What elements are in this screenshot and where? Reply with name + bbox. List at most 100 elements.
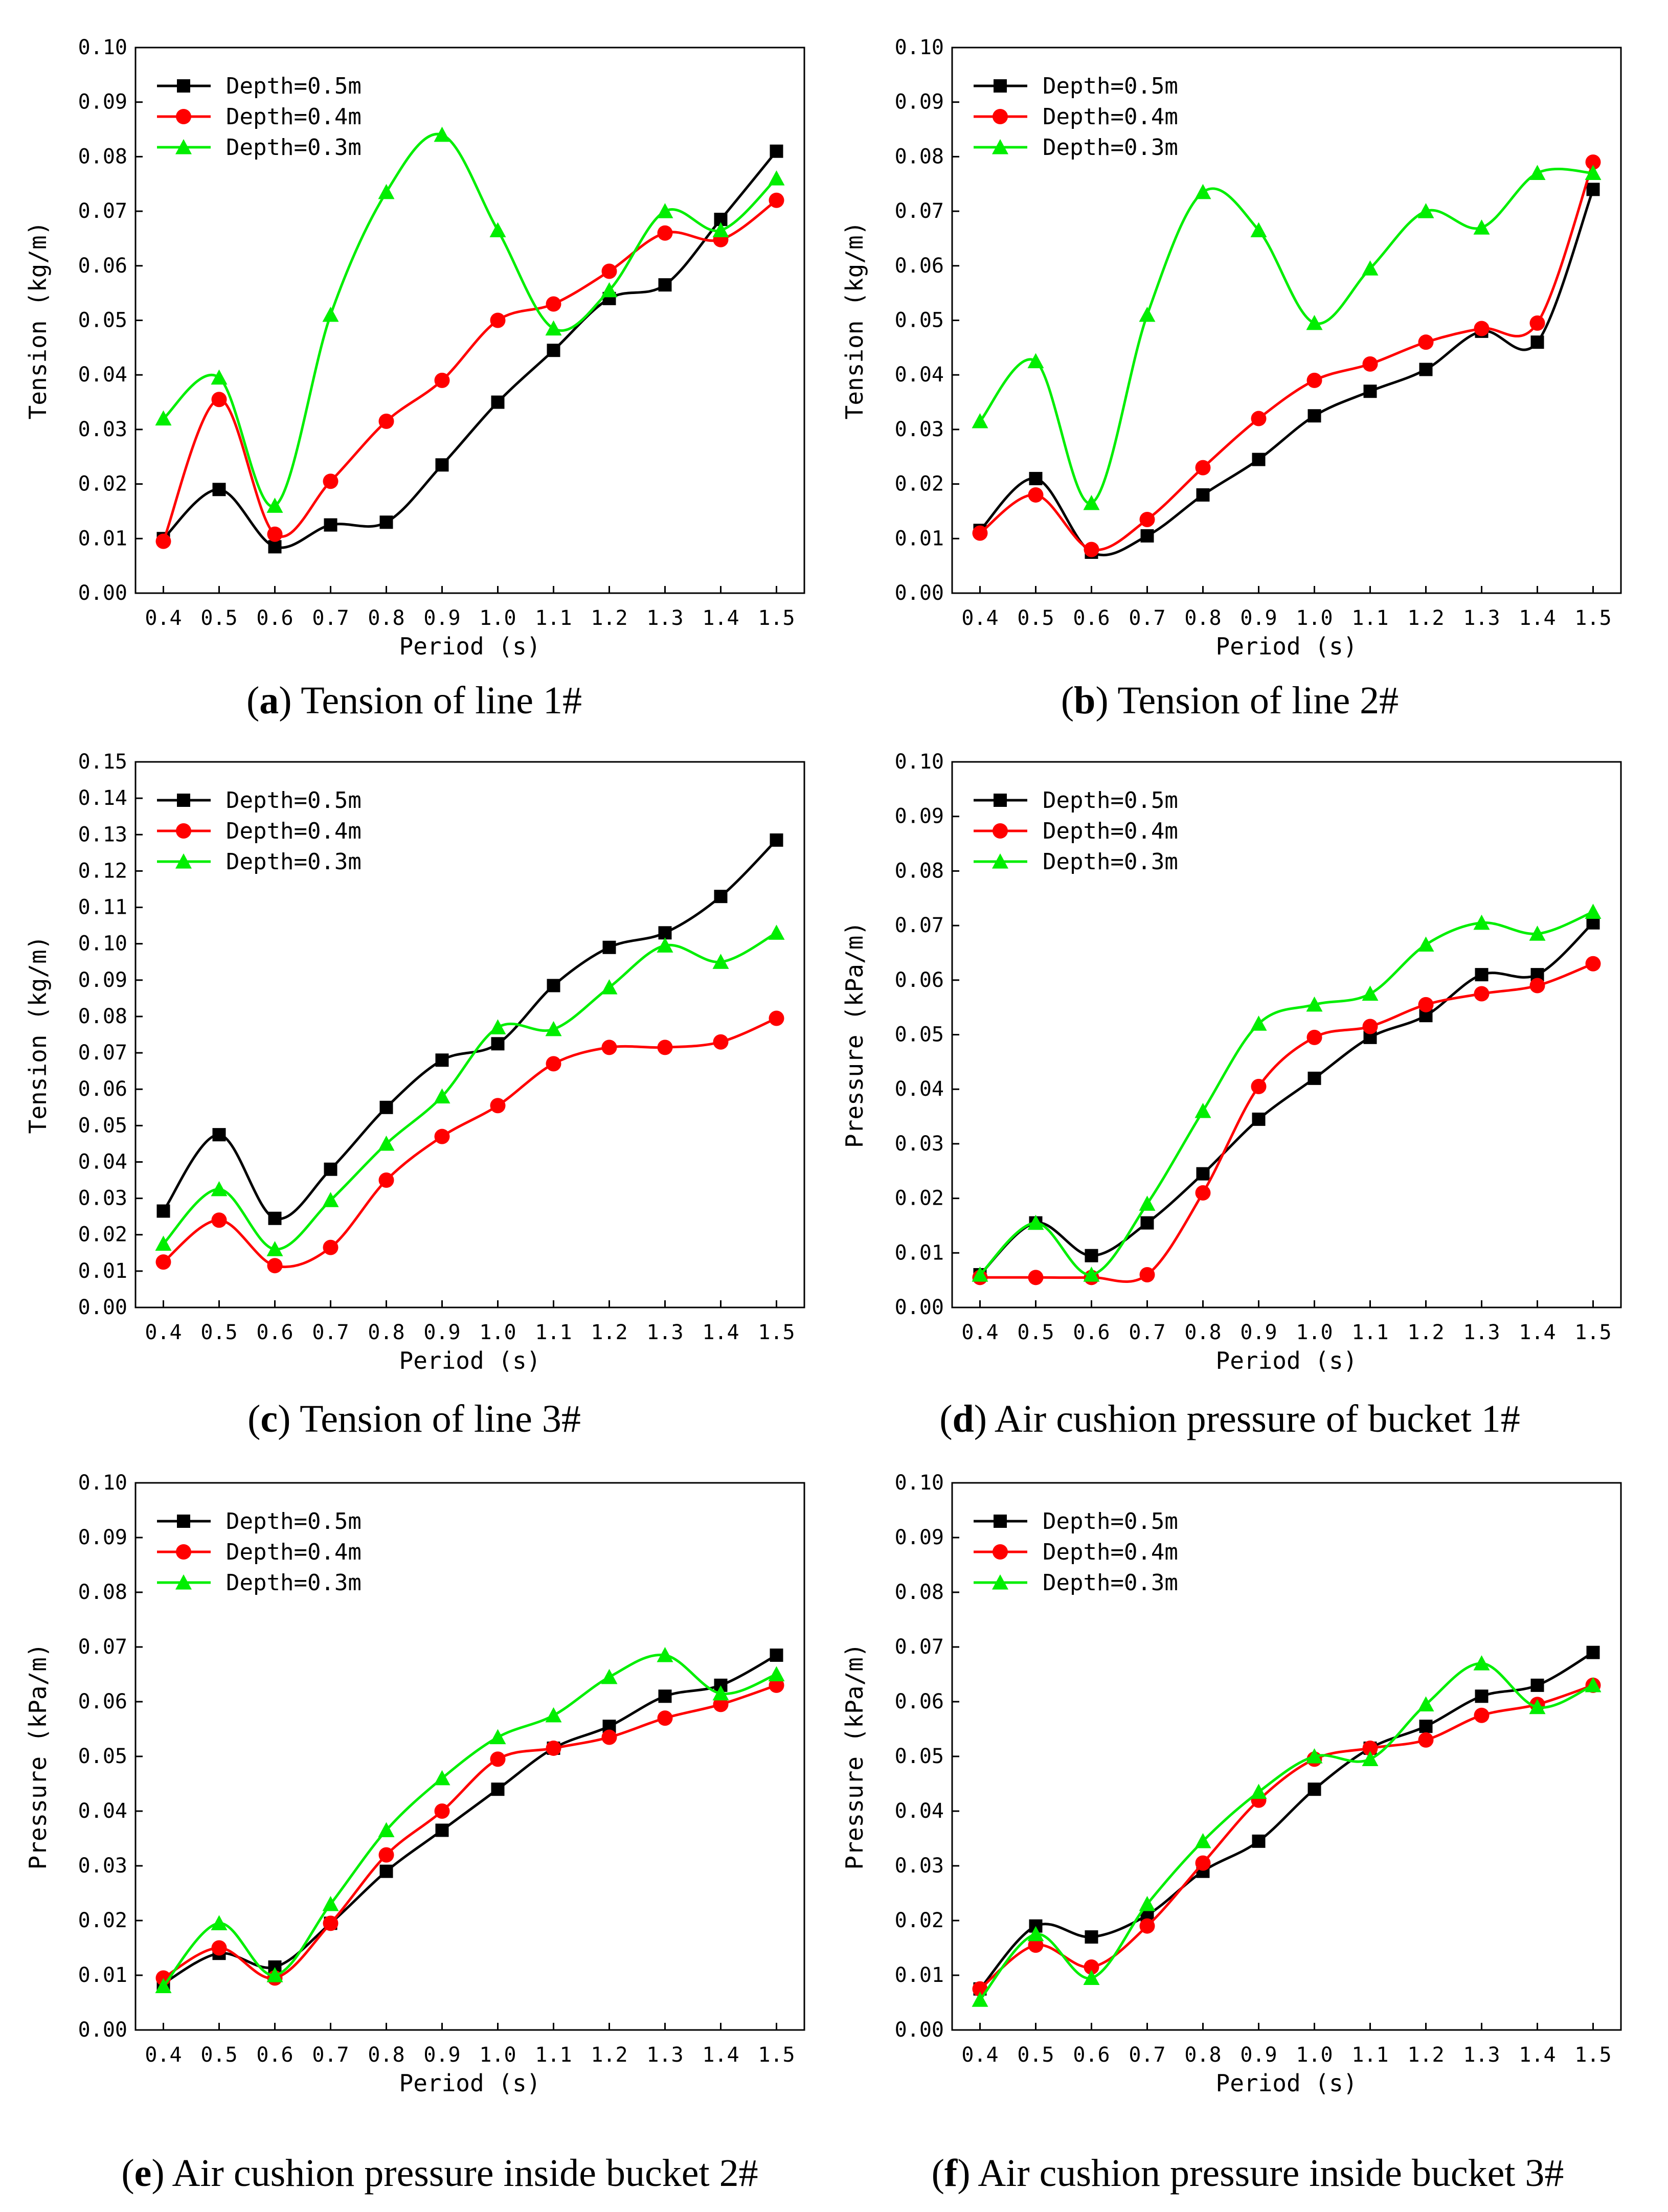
data-point: [1195, 1185, 1211, 1201]
x-tick-label: 1.4: [702, 2043, 739, 2067]
data-point: [1474, 986, 1490, 1002]
series-line: [979, 1684, 1594, 1990]
x-tick-label: 1.3: [1463, 2043, 1500, 2067]
data-point: [601, 282, 618, 298]
legend-item: Depth=0.3m: [974, 134, 1178, 161]
series-Depth=0.4m: [972, 956, 1601, 1285]
data-point: [1530, 1678, 1544, 1692]
data-point: [657, 203, 673, 218]
y-tick-label: 0.00: [895, 1296, 944, 1319]
data-point: [267, 1258, 283, 1274]
y-tick-label: 0.08: [895, 1581, 944, 1604]
x-tick-label: 1.2: [1407, 606, 1444, 630]
legend-marker: [994, 794, 1007, 807]
x-tick-label: 1.0: [1296, 2043, 1333, 2067]
data-point: [1362, 260, 1379, 276]
data-point: [546, 1740, 561, 1756]
y-tick-label: 0.06: [895, 1690, 944, 1713]
data-point: [1418, 334, 1434, 350]
y-tick-label: 0.00: [78, 581, 127, 605]
x-tick-label: 0.9: [423, 606, 460, 630]
legend-marker: [176, 1544, 191, 1560]
x-tick-label: 1.0: [1296, 606, 1333, 630]
data-point: [1362, 356, 1378, 372]
data-point: [211, 1181, 228, 1197]
data-point: [1252, 453, 1266, 466]
series-Depth=0.3m: [972, 165, 1602, 510]
data-point: [491, 395, 505, 409]
data-point: [211, 369, 228, 385]
data-point: [266, 1241, 283, 1256]
legend-marker: [994, 1515, 1007, 1528]
legend-label: Depth=0.5m: [1043, 73, 1178, 99]
y-tick-label: 0.09: [895, 91, 944, 114]
x-tick-label: 0.5: [200, 606, 237, 630]
x-axis-title: Period (s): [1216, 633, 1358, 660]
data-point: [1585, 1677, 1602, 1692]
legend-item: Depth=0.5m: [974, 1508, 1178, 1534]
legend-label: Depth=0.4m: [226, 818, 362, 844]
data-point: [714, 890, 728, 904]
data-point: [378, 413, 394, 429]
x-tick-label: 1.5: [1574, 2043, 1611, 2067]
data-point: [972, 413, 988, 428]
data-point: [379, 1100, 393, 1114]
data-point: [378, 1172, 394, 1188]
caption-text: Tension of line 1#: [301, 679, 582, 722]
data-point: [601, 1729, 617, 1745]
data-point: [434, 372, 450, 388]
legend-label: Depth=0.3m: [1043, 134, 1178, 161]
data-point: [1140, 529, 1154, 543]
x-tick-label: 1.0: [1296, 1321, 1333, 1344]
caption-letter: a: [259, 679, 279, 722]
legend-item: Depth=0.4m: [974, 104, 1178, 130]
legend-item: Depth=0.3m: [974, 849, 1178, 875]
x-tick-label: 0.8: [1184, 1321, 1221, 1344]
data-point: [1417, 1696, 1434, 1711]
data-point: [770, 1649, 783, 1662]
y-tick-label: 0.02: [895, 1187, 944, 1210]
y-tick-label: 0.04: [895, 1799, 944, 1823]
data-point: [601, 1668, 618, 1684]
y-tick-label: 0.07: [78, 1041, 127, 1065]
y-tick-label: 0.05: [895, 1745, 944, 1768]
legend-marker: [175, 853, 192, 869]
series-Depth=0.4m: [155, 1677, 784, 1986]
caption-letter: d: [953, 1397, 974, 1440]
y-tick-label: 0.06: [78, 254, 127, 278]
data-point: [712, 1685, 729, 1701]
x-tick-label: 1.4: [1519, 1321, 1556, 1344]
series-Depth=0.4m: [155, 1010, 784, 1274]
x-tick-label: 1.2: [591, 1321, 627, 1344]
data-point: [1586, 1645, 1600, 1659]
data-point: [1139, 306, 1156, 322]
x-axis-title: Period (s): [399, 633, 541, 660]
x-tick-label: 0.7: [312, 606, 349, 630]
data-point: [434, 1803, 450, 1819]
data-point: [1308, 1782, 1321, 1796]
series-line: [162, 199, 777, 542]
x-tick-label: 1.5: [758, 606, 795, 630]
data-point: [155, 410, 172, 426]
series-Depth=0.5m: [973, 183, 1600, 559]
x-tick-label: 0.8: [1184, 2043, 1221, 2067]
legend-item: Depth=0.5m: [974, 787, 1178, 814]
data-point: [1194, 1102, 1211, 1118]
y-tick-label: 0.02: [78, 1909, 127, 1932]
x-axis-title: Period (s): [1216, 1347, 1358, 1374]
data-point: [489, 222, 506, 238]
series-line: [162, 132, 778, 508]
data-point: [1250, 1784, 1267, 1799]
y-axis-title: Tension (kg/m): [24, 221, 52, 420]
x-tick-label: 1.3: [646, 606, 683, 630]
series-Depth=0.3m: [972, 904, 1602, 1282]
data-point: [322, 1192, 339, 1207]
y-tick-label: 0.10: [895, 36, 944, 59]
data-point: [1475, 1689, 1489, 1703]
legend-label: Depth=0.3m: [226, 134, 362, 161]
data-point: [1251, 1078, 1267, 1094]
y-axis-title: Tension (kg/m): [24, 936, 52, 1134]
legend-label: Depth=0.5m: [226, 73, 362, 99]
data-point: [1029, 471, 1043, 485]
data-point: [1139, 1195, 1156, 1211]
